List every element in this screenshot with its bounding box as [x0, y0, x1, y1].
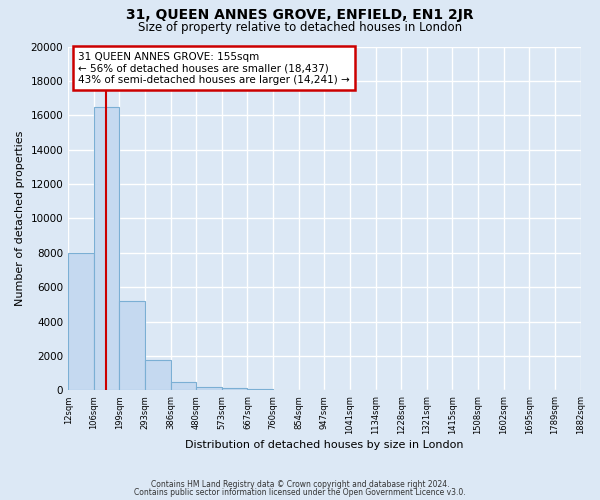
Text: 31 QUEEN ANNES GROVE: 155sqm
← 56% of detached houses are smaller (18,437)
43% o: 31 QUEEN ANNES GROVE: 155sqm ← 56% of de… [79, 52, 350, 85]
Bar [222, 388, 247, 390]
Bar [119, 301, 145, 390]
Bar [94, 106, 119, 391]
Text: Contains HM Land Registry data © Crown copyright and database right 2024.: Contains HM Land Registry data © Crown c… [151, 480, 449, 489]
Bar [196, 387, 222, 390]
Text: 31, QUEEN ANNES GROVE, ENFIELD, EN1 2JR: 31, QUEEN ANNES GROVE, ENFIELD, EN1 2JR [126, 8, 474, 22]
Text: Contains public sector information licensed under the Open Government Licence v3: Contains public sector information licen… [134, 488, 466, 497]
Bar [170, 382, 196, 390]
X-axis label: Distribution of detached houses by size in London: Distribution of detached houses by size … [185, 440, 464, 450]
Bar [68, 253, 94, 390]
Bar [247, 388, 273, 390]
Text: Size of property relative to detached houses in London: Size of property relative to detached ho… [138, 21, 462, 34]
Bar [145, 360, 170, 390]
Y-axis label: Number of detached properties: Number of detached properties [15, 131, 25, 306]
